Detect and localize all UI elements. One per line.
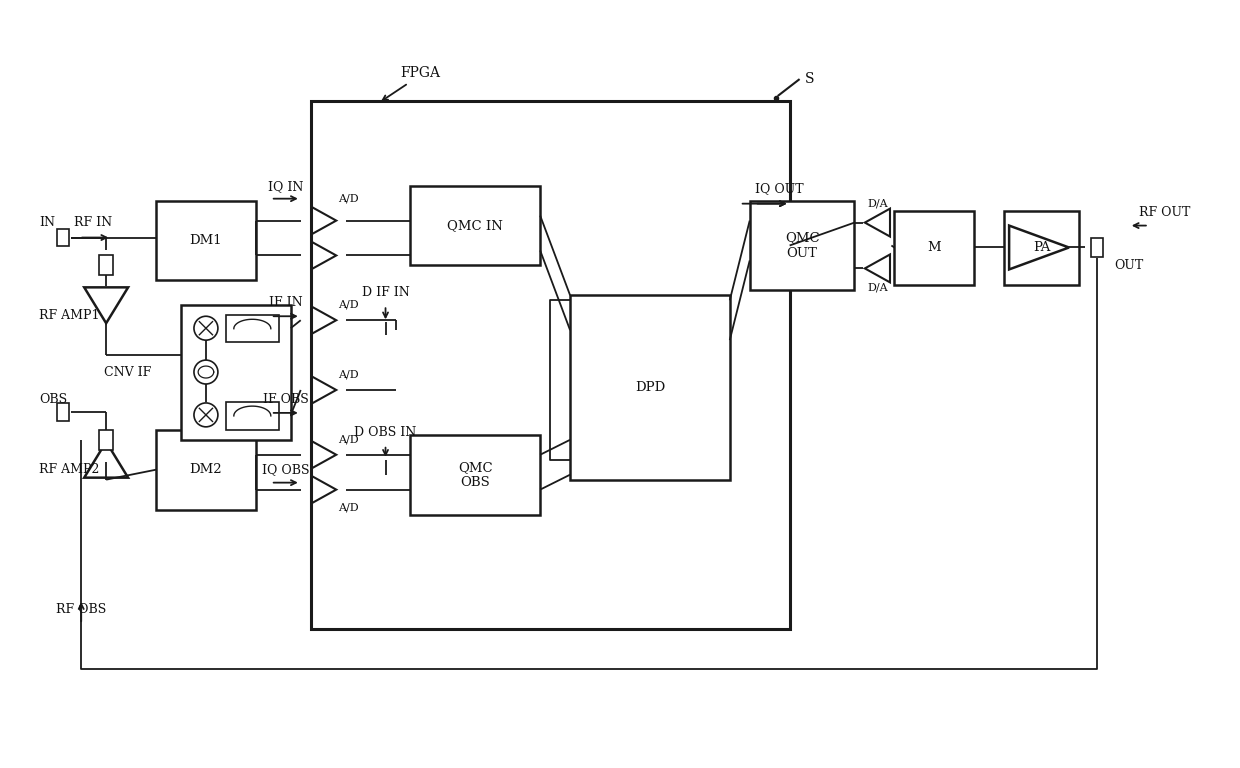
- Text: RF IN: RF IN: [74, 216, 113, 229]
- FancyBboxPatch shape: [311, 101, 790, 629]
- Text: RF AMP1: RF AMP1: [40, 309, 99, 322]
- Text: A/D: A/D: [339, 194, 358, 204]
- Text: D/A: D/A: [867, 199, 888, 209]
- Text: A/D: A/D: [339, 369, 358, 379]
- Text: RF AMP2: RF AMP2: [40, 463, 99, 476]
- Text: FPGA: FPGA: [401, 66, 440, 80]
- FancyBboxPatch shape: [894, 210, 975, 286]
- Text: DM2: DM2: [190, 463, 222, 476]
- Text: S: S: [805, 72, 815, 86]
- Text: PA: PA: [1033, 241, 1050, 254]
- Text: A/D: A/D: [339, 300, 358, 310]
- Text: IN: IN: [40, 216, 56, 229]
- FancyBboxPatch shape: [99, 256, 113, 276]
- FancyBboxPatch shape: [156, 430, 255, 509]
- Text: IQ OUT: IQ OUT: [755, 182, 804, 195]
- Text: DM1: DM1: [190, 234, 222, 247]
- FancyBboxPatch shape: [226, 402, 279, 430]
- FancyBboxPatch shape: [1091, 237, 1102, 257]
- FancyBboxPatch shape: [1004, 210, 1079, 286]
- Text: RF OBS: RF OBS: [56, 603, 107, 616]
- FancyBboxPatch shape: [410, 186, 541, 266]
- Text: DPD: DPD: [635, 381, 665, 394]
- Text: IF OBS: IF OBS: [263, 393, 309, 406]
- FancyBboxPatch shape: [750, 200, 854, 290]
- Text: IF IN: IF IN: [269, 296, 303, 309]
- Text: A/D: A/D: [339, 435, 358, 445]
- Text: M: M: [928, 241, 941, 254]
- FancyBboxPatch shape: [156, 200, 255, 280]
- Text: D OBS IN: D OBS IN: [355, 426, 417, 439]
- Text: OUT: OUT: [1115, 259, 1143, 272]
- Text: QMC IN: QMC IN: [448, 219, 503, 232]
- FancyBboxPatch shape: [181, 306, 290, 440]
- Text: D/A: D/A: [867, 283, 888, 293]
- Text: IQ IN: IQ IN: [268, 180, 304, 194]
- Text: RF OUT: RF OUT: [1138, 206, 1190, 219]
- Text: CNV IF: CNV IF: [104, 366, 151, 379]
- FancyBboxPatch shape: [570, 296, 730, 480]
- Text: QMC
OBS: QMC OBS: [458, 461, 492, 488]
- Text: A/D: A/D: [339, 502, 358, 512]
- FancyBboxPatch shape: [410, 435, 541, 515]
- Text: QMC
OUT: QMC OUT: [785, 231, 820, 260]
- FancyBboxPatch shape: [99, 430, 113, 450]
- FancyBboxPatch shape: [226, 315, 279, 343]
- FancyBboxPatch shape: [57, 229, 69, 247]
- Text: D IF IN: D IF IN: [362, 286, 409, 299]
- Text: IQ OBS: IQ OBS: [262, 463, 310, 476]
- FancyBboxPatch shape: [57, 403, 69, 421]
- Text: OBS: OBS: [40, 393, 67, 406]
